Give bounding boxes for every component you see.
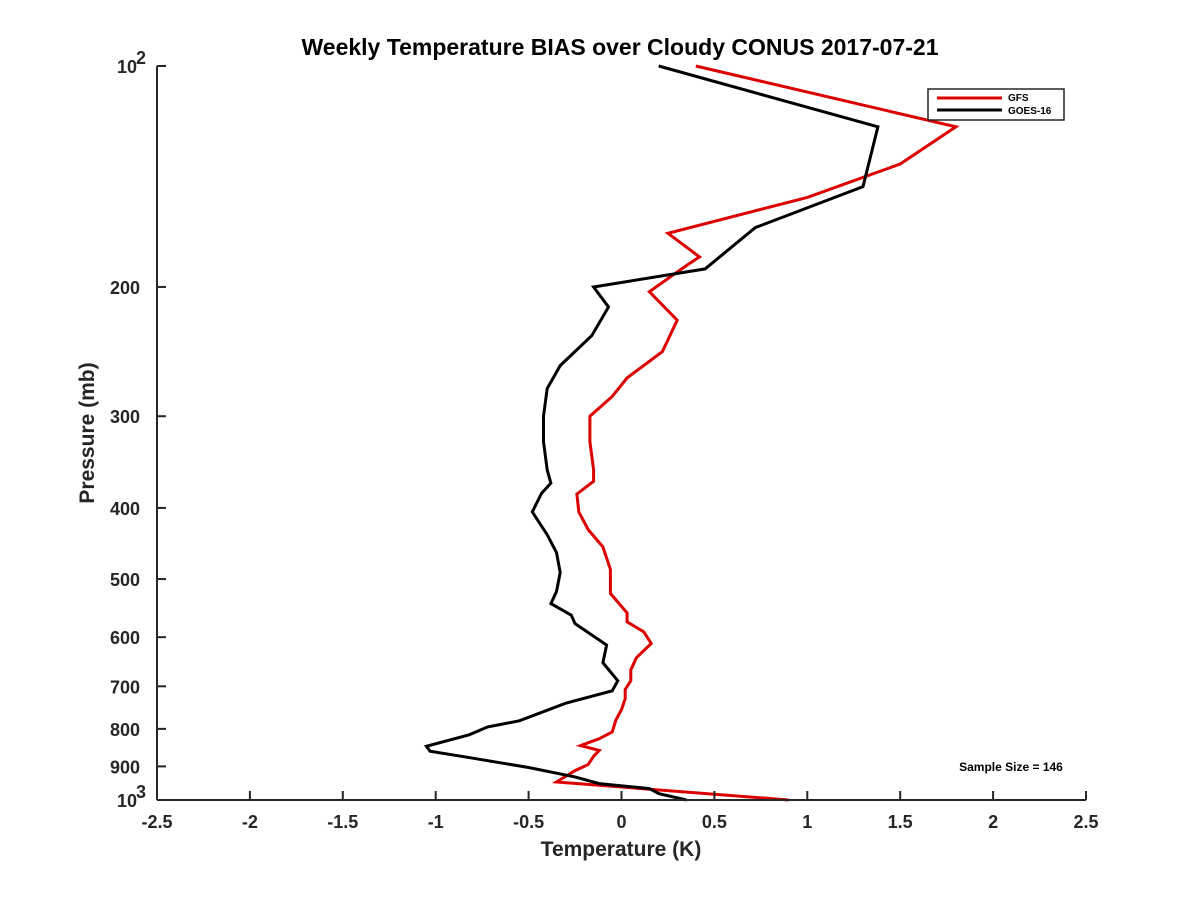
y-tick-label: 10: [117, 57, 137, 77]
x-axis-label: Temperature (K): [541, 838, 702, 861]
x-tick-label: -1: [428, 812, 444, 832]
x-tick-label: -0.5: [513, 812, 544, 832]
y-tick-label: 800: [110, 720, 140, 740]
y-tick-label: 900: [110, 757, 140, 777]
chart-title: Weekly Temperature BIAS over Cloudy CONU…: [302, 34, 939, 60]
legend-label-goes16: GOES-16: [1008, 106, 1052, 117]
x-ticks: -2.5 -2 -1.5 -1 -0.5 0 0.5 1 1.5 2 2.5: [141, 791, 1099, 832]
x-tick-label: 1.5: [888, 812, 913, 832]
y-tick-exponent: 3: [136, 782, 146, 802]
series-layer: [423, 64, 960, 802]
y-tick-exponent: 2: [136, 48, 146, 68]
y-tick-label: 400: [110, 499, 140, 519]
x-tick-label: 0: [616, 812, 626, 832]
series-line-goes-16: [423, 64, 880, 802]
x-tick-label: -1.5: [327, 812, 358, 832]
series-line-gfs: [551, 64, 960, 802]
x-tick-label: -2.5: [141, 812, 172, 832]
y-tick-label: 10: [117, 791, 137, 811]
legend-box: [927, 88, 1065, 121]
x-tick-label: 2: [988, 812, 998, 832]
sample-size-annotation: Sample Size = 146: [959, 760, 1063, 774]
legend-label-gfs: GFS: [1008, 93, 1029, 104]
legend: GFS GOES-16: [927, 88, 1065, 121]
y-tick-label: 600: [110, 628, 140, 648]
y-axis-label: Pressure (mb): [76, 362, 99, 503]
x-tick-label: 1: [802, 812, 812, 832]
x-tick-label: 2.5: [1073, 812, 1098, 832]
x-tick-label: 0.5: [702, 812, 727, 832]
y-tick-label: 300: [110, 407, 140, 427]
y-tick-label: 200: [110, 278, 140, 298]
x-tick-label: -2: [242, 812, 258, 832]
y-tick-label: 700: [110, 677, 140, 697]
y-tick-label: 500: [110, 570, 140, 590]
